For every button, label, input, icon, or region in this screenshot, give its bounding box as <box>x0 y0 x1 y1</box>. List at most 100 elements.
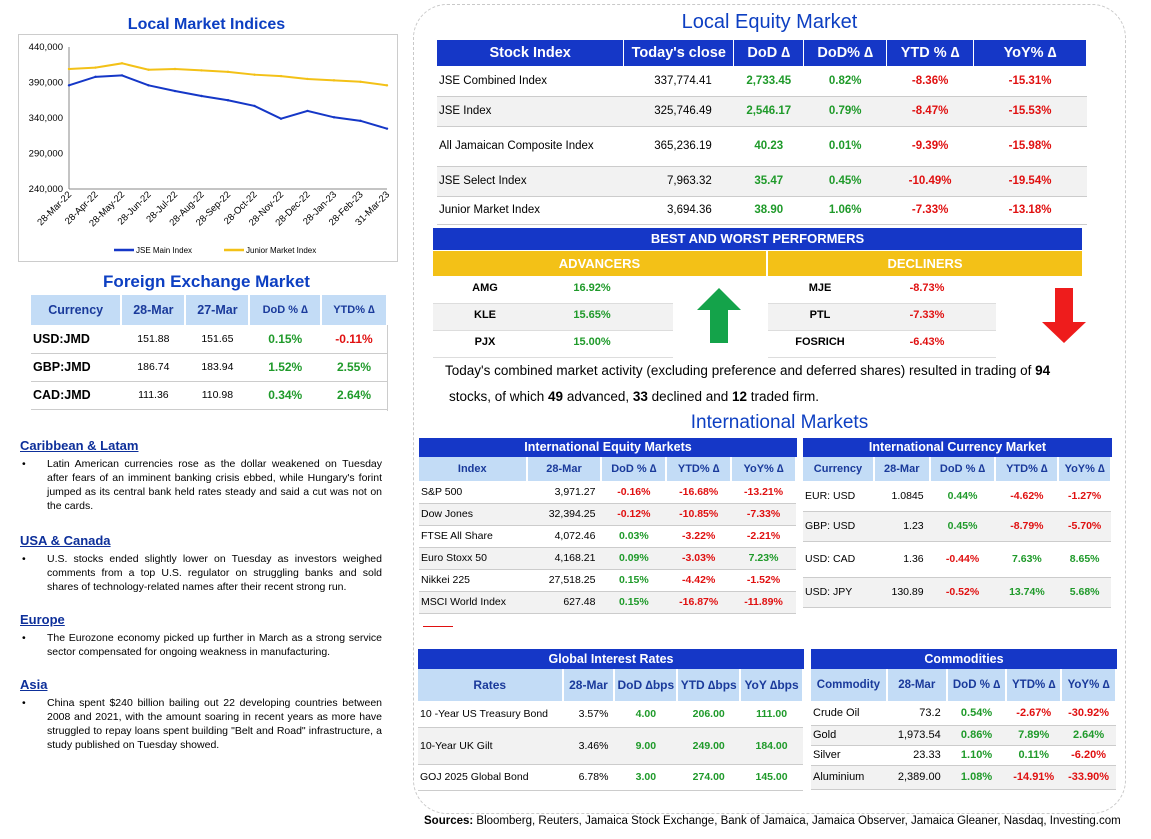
series-point <box>174 90 176 92</box>
intl-fx-title: International Currency Market <box>803 438 1112 457</box>
series-point <box>121 74 123 76</box>
table-header: DoD % ∆ <box>930 457 996 481</box>
table-cell: -11.89% <box>731 591 796 613</box>
table-cell: -4.42% <box>666 569 731 591</box>
equity-cell: -13.18% <box>974 196 1087 224</box>
table-cell: 2.64% <box>1061 725 1116 745</box>
table-header: DoD % ∆ <box>947 669 1007 701</box>
table-row: USD: CAD 1.36 -0.44% 7.63% 8.65% <box>803 541 1111 577</box>
fx-header: 27-Mar <box>185 295 249 325</box>
table-row: Aluminium 2,389.00 1.08% -14.91% -33.90% <box>811 765 1116 789</box>
intl-equity-title: International Equity Markets <box>419 438 797 457</box>
equity-row: All Jamaican Composite Index 365,236.19 40… <box>437 126 1087 166</box>
equity-cell: JSE Select Index <box>437 166 624 196</box>
table-header: 28-Mar <box>527 457 602 481</box>
table-cell: -1.52% <box>731 569 796 591</box>
legend-label: JSE Main Index <box>136 246 192 255</box>
table-row: Dow Jones 32,394.25 -0.12% -10.85% -7.33% <box>419 503 796 525</box>
table-cell: 1.23 <box>874 511 930 541</box>
performer-symbol: MJE <box>768 277 872 303</box>
fx-header: 28-Mar <box>121 295 185 325</box>
series-point <box>68 68 70 70</box>
equity-cell: 0.45% <box>804 166 887 196</box>
fx-cell: GBP:JMD <box>31 353 121 381</box>
fx-header: DoD % ∆ <box>249 295 321 325</box>
intl-equity-table: Index 28-Mar DoD % ∆ YTD% ∆ YoY% ∆ S&P 500 3,9… <box>419 457 797 614</box>
table-cell: -2.21% <box>731 525 796 547</box>
series-point <box>94 76 96 78</box>
table-cell: 3.46% <box>563 727 615 764</box>
commodities-table: Commodity 28-Mar DoD % ∆ YTD% ∆ YoY% ∆ Crude … <box>811 669 1117 790</box>
summary-text-3: advanced, <box>563 389 633 404</box>
decliners-list: MJE -8.73% PTL -7.33% FOSRICH -6.43% <box>768 277 996 358</box>
news-text: U.S. stocks ended slightly lower on Tues… <box>47 552 382 594</box>
equity-title: Local Equity Market <box>413 11 1126 34</box>
table-row: USD: JPY 130.89 -0.52% 13.74% 5.68% <box>803 577 1111 607</box>
table-row: FTSE All Share 4,072.46 0.03% -3.22% -2.21% <box>419 525 796 547</box>
performer-row: MJE -8.73% <box>768 277 996 304</box>
fx-cell: 183.94 <box>185 353 249 381</box>
equity-row: JSE Index 325,746.49 2,546.17 0.79% -8.47% -1… <box>437 96 1087 126</box>
table-cell: 1.10% <box>947 745 1007 765</box>
down-arrow-icon <box>1042 288 1087 344</box>
table-header: DoD ∆bps <box>614 669 677 701</box>
table-cell: 10-Year UK Gilt <box>418 727 563 764</box>
equity-row: JSE Combined Index 337,774.41 2,733.45 0.82… <box>437 66 1087 96</box>
series-point <box>227 71 229 73</box>
table-header: YTD% ∆ <box>666 457 731 481</box>
equity-cell: -10.49% <box>887 166 974 196</box>
news-item: • The Eurozone economy picked up further … <box>20 631 382 659</box>
table-cell: 2,389.00 <box>887 765 947 789</box>
table-cell: USD: CAD <box>803 541 874 577</box>
series-point <box>147 84 149 86</box>
fx-cell: 1.52% <box>249 353 321 381</box>
equity-cell: -9.39% <box>887 126 974 166</box>
table-cell: FTSE All Share <box>419 525 527 547</box>
table-cell: GBP: USD <box>803 511 874 541</box>
sources-text: Bloomberg, Reuters, Jamaica Stock Exchan… <box>473 815 1121 827</box>
intl-title: International Markets <box>413 412 1146 434</box>
bullet-icon: • <box>20 631 47 659</box>
equity-cell: 2,546.17 <box>734 96 804 126</box>
news-region: Caribbean & Latam <box>20 438 382 453</box>
advancers-list: AMG 16.92% KLE 15.65% PJX 15.00% <box>433 277 673 358</box>
table-cell: 130.89 <box>874 577 930 607</box>
table-cell: 3.00 <box>614 764 677 790</box>
market-summary: Today's combined market activity (exclud… <box>437 358 1082 410</box>
fx-header: Currency <box>31 295 121 325</box>
table-cell: -7.33% <box>731 503 796 525</box>
table-row: EUR: USD 1.0845 0.44% -4.62% -1.27% <box>803 481 1111 511</box>
fx-cell: 151.65 <box>185 325 249 353</box>
summary-advanced: 49 <box>548 389 563 404</box>
fx-cell: 111.36 <box>121 381 185 409</box>
table-cell: Aluminium <box>811 765 887 789</box>
fx-cell: 110.98 <box>185 381 249 409</box>
rates-table: Rates 28-Mar DoD ∆bps YTD ∆bps YoY ∆bps 10 -Y… <box>418 669 804 791</box>
equity-cell: All Jamaican Composite Index <box>437 126 624 166</box>
table-header: YTD ∆bps <box>677 669 740 701</box>
news-text: Latin American currencies rose as the do… <box>47 457 382 513</box>
bullet-icon: • <box>20 696 47 752</box>
table-header: YTD% ∆ <box>995 457 1058 481</box>
performer-change: -8.73% <box>872 277 982 303</box>
table-row: 10-Year UK Gilt 3.46% 9.00 249.00 184.00 <box>418 727 803 764</box>
table-cell: 249.00 <box>677 727 740 764</box>
table-cell: 9.00 <box>614 727 677 764</box>
table-cell: Crude Oil <box>811 701 887 725</box>
fx-cell: 151.88 <box>121 325 185 353</box>
table-cell: 0.03% <box>601 525 666 547</box>
summary-text-5: traded firm. <box>747 389 819 404</box>
summary-firm: 12 <box>732 389 747 404</box>
table-cell: -8.79% <box>995 511 1058 541</box>
table-cell: 0.54% <box>947 701 1007 725</box>
table-cell: 0.09% <box>601 547 666 569</box>
table-cell: 0.86% <box>947 725 1007 745</box>
performer-symbol: FOSRICH <box>768 331 872 357</box>
table-cell: Dow Jones <box>419 503 527 525</box>
equity-cell: Junior Market Index <box>437 196 624 224</box>
performer-change: -7.33% <box>872 304 982 330</box>
table-row: 10 -Year US Treasury Bond 3.57% 4.00 206.00… <box>418 701 803 727</box>
fx-row: CAD:JMD 111.36 110.98 0.34% 2.64% <box>31 381 387 409</box>
red-rule <box>423 626 453 627</box>
table-cell: -0.44% <box>930 541 996 577</box>
